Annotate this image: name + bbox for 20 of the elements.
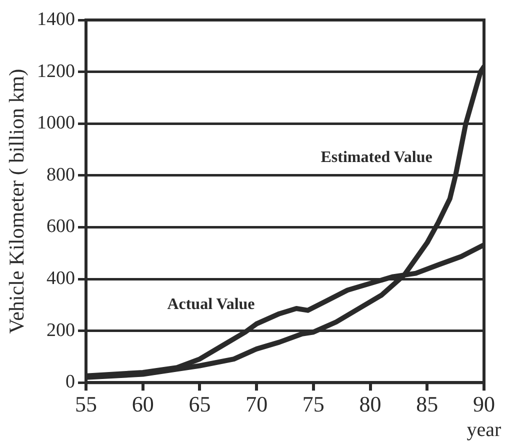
y-axis-title: Vehicle Kilometer ( billion km) — [4, 68, 29, 334]
y-tick-label: 1400 — [37, 8, 75, 30]
y-tick-label: 400 — [46, 268, 75, 289]
y-tick-label: 0 — [66, 372, 75, 393]
series-label: Actual Value — [167, 296, 255, 314]
x-tick-label: 85 — [416, 392, 438, 417]
x-axis-title: year — [466, 418, 502, 441]
x-tick-label: 55 — [75, 392, 97, 417]
x-tick-label: 75 — [302, 392, 324, 417]
y-tick-label: 600 — [46, 216, 75, 238]
y-tick-label: 800 — [46, 164, 75, 186]
x-tick-label: 90 — [473, 392, 495, 417]
x-tick-label: 65 — [188, 392, 211, 417]
series-label: Estimated Value — [320, 148, 432, 166]
y-tick-label: 200 — [46, 320, 75, 341]
x-tick-label: 80 — [359, 392, 382, 417]
x-tick-label: 60 — [132, 392, 154, 417]
y-tick-label: 1000 — [37, 112, 75, 134]
x-tick-label: 70 — [246, 392, 268, 417]
y-tick-label: 1200 — [37, 60, 75, 82]
